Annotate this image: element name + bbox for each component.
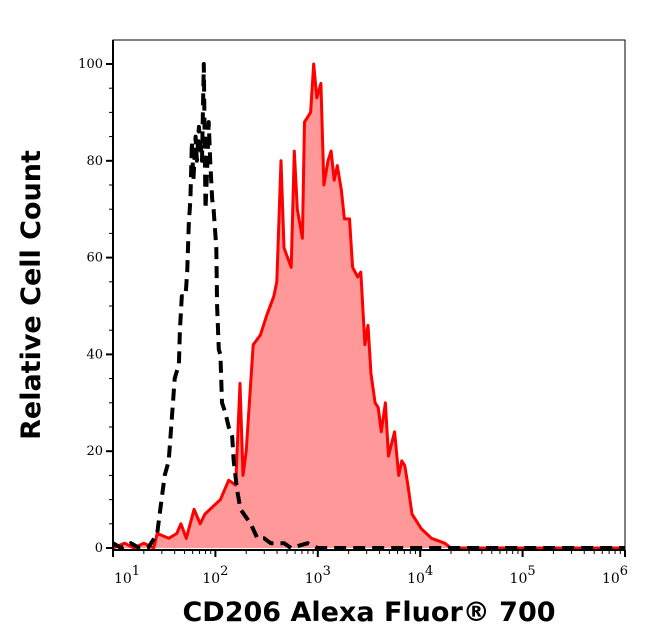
x-tick-label: 102 (202, 564, 228, 587)
x-tick-label: 105 (510, 564, 536, 587)
y-tick-label: 100 (78, 57, 103, 72)
series-0-fill (113, 64, 625, 548)
x-tick-label: 106 (602, 564, 628, 587)
y-tick-label: 0 (95, 541, 103, 556)
x-tick-label: 104 (407, 564, 433, 587)
y-tick-label: 60 (86, 251, 103, 266)
y-tick-label: 80 (86, 154, 103, 169)
x-tick-label: 101 (114, 564, 140, 587)
y-tick-label: 20 (86, 444, 103, 459)
series-1-line (111, 62, 625, 550)
x-tick-label: 103 (305, 564, 331, 587)
x-axis-title: CD206 Alexa Fluor® 700 (182, 597, 555, 628)
y-tick-label: 40 (86, 347, 103, 362)
series-0-line (112, 62, 625, 550)
y-axis-title: Relative Cell Count (16, 150, 47, 440)
